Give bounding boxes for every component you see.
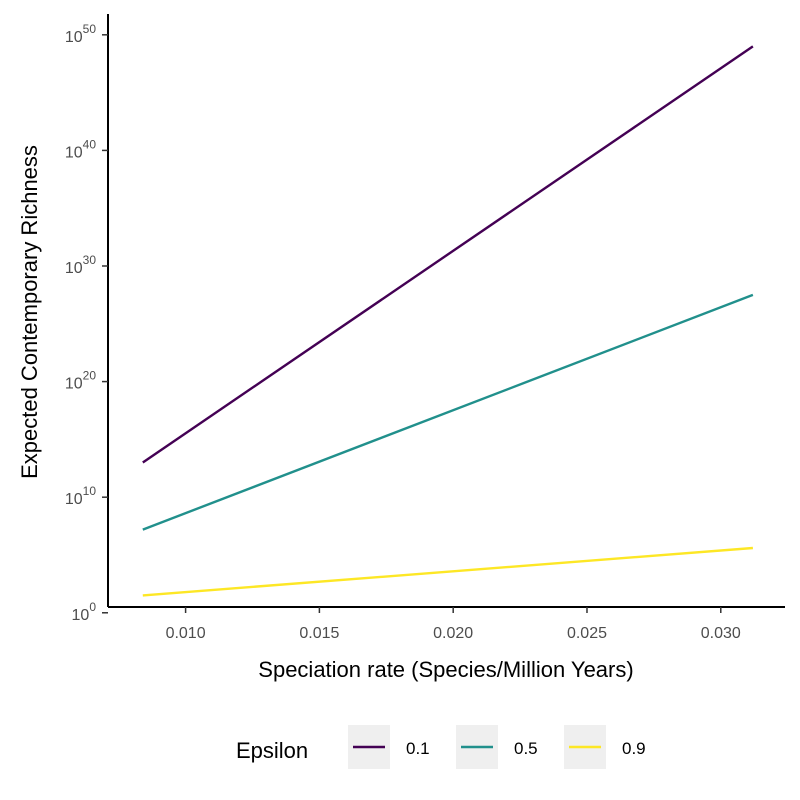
legend: Epsilon 0.1 0.5 0.9 [236, 725, 646, 769]
x-axis-title: Speciation rate (Species/Million Years) [258, 657, 633, 682]
y-tick-label: 1050 [65, 22, 96, 46]
y-tick-label: 100 [72, 600, 97, 624]
y-axis-title: Expected Contemporary Richness [17, 145, 42, 479]
series-line-0.1 [142, 45, 754, 464]
x-tick-label: 0.010 [166, 625, 206, 642]
y-axis: 100 1010 1020 1030 1040 1050 [65, 14, 109, 624]
y-tick-label: 1030 [65, 253, 96, 277]
legend-label-0.1: 0.1 [406, 739, 430, 758]
x-tick-label: 0.025 [567, 625, 607, 642]
series-line-0.9 [142, 546, 753, 597]
legend-label-0.5: 0.5 [514, 739, 538, 758]
legend-label-0.9: 0.9 [622, 739, 646, 758]
legend-title: Epsilon [236, 738, 308, 763]
y-tick-label: 1020 [65, 369, 96, 393]
x-tick-label: 0.015 [299, 625, 339, 642]
x-tick-label: 0.020 [433, 625, 473, 642]
series-line-0.5 [142, 293, 754, 531]
x-tick-label: 0.030 [701, 625, 741, 642]
plot-area [142, 45, 754, 597]
y-tick-label: 1040 [65, 137, 96, 161]
x-axis: 0.010 0.015 0.020 0.025 0.030 [108, 606, 785, 642]
y-tick-label: 1010 [65, 484, 96, 508]
